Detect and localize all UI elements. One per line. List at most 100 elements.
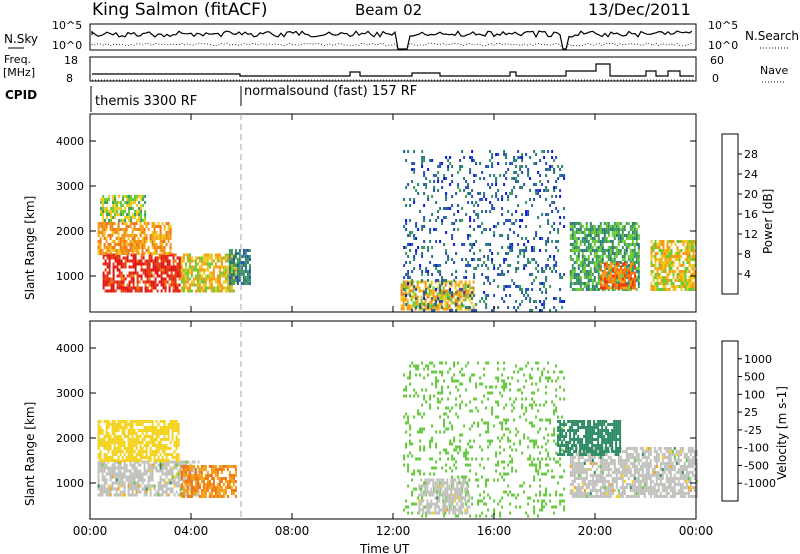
power-cell <box>589 273 592 276</box>
power-cell <box>485 297 488 300</box>
velocity-cell <box>167 481 170 485</box>
power-cell <box>652 270 655 273</box>
power-cell <box>194 262 197 266</box>
power-cell <box>136 198 139 201</box>
power-cell <box>132 207 135 210</box>
power-cell <box>475 303 478 306</box>
velocity-cell <box>445 469 448 473</box>
power-cell <box>451 180 454 183</box>
velocity-cell <box>234 486 237 489</box>
power-cell <box>157 237 160 240</box>
power-cell <box>113 228 116 231</box>
velocity-cell <box>149 472 152 476</box>
power-cell <box>196 283 199 287</box>
velocity-cell <box>143 420 146 423</box>
power-cell <box>104 219 107 222</box>
velocity-cell <box>107 484 110 488</box>
power-cell <box>664 252 667 255</box>
power-cell <box>621 240 624 243</box>
power-cell <box>178 271 181 275</box>
velocity-cell <box>179 475 182 479</box>
power-cell <box>577 267 580 270</box>
power-cell <box>487 294 490 297</box>
velocity-cell <box>117 438 120 441</box>
velocity-cell <box>192 489 195 492</box>
power-cell <box>443 291 446 294</box>
velocity-cell <box>423 412 426 416</box>
velocity-cell <box>111 450 114 453</box>
velocity-cell <box>453 373 456 377</box>
power-cell <box>202 259 205 263</box>
power-cell <box>611 243 614 246</box>
power-cell <box>569 279 572 282</box>
power-cell <box>110 210 113 213</box>
velocity-cell <box>163 466 166 470</box>
power-cell <box>563 174 566 177</box>
power-cell <box>167 222 170 225</box>
velocity-cell <box>491 412 494 416</box>
power-cell <box>658 246 661 249</box>
velocity-cell <box>535 382 538 386</box>
velocity-cell <box>131 475 134 479</box>
velocity-cell <box>169 478 172 482</box>
power-cell <box>573 270 576 273</box>
power-cell <box>153 231 156 234</box>
power-cell <box>230 268 233 272</box>
velocity-cell <box>135 484 138 488</box>
velocity-cell <box>131 444 134 447</box>
power-cell <box>246 258 249 261</box>
velocity-cell <box>519 505 522 509</box>
power-cell <box>418 286 421 290</box>
velocity-cell <box>149 490 152 494</box>
velocity-cell <box>123 475 126 479</box>
power-cell <box>587 228 590 231</box>
power-cell <box>119 252 122 255</box>
power-cell <box>127 252 130 255</box>
velocity-cell <box>127 447 130 450</box>
power-cell <box>99 225 102 228</box>
velocity-cell <box>129 463 132 467</box>
power-cell <box>204 277 207 281</box>
power-cell <box>400 283 403 287</box>
power-cell <box>438 295 441 299</box>
power-cell <box>475 240 478 243</box>
velocity-cell <box>186 480 189 483</box>
power-cell <box>617 240 620 243</box>
velocity-cell <box>133 487 136 491</box>
power-cell <box>688 288 691 291</box>
velocity-cell <box>487 430 490 434</box>
velocity-cell <box>143 456 146 459</box>
velocity-cell <box>173 475 176 479</box>
power-cell <box>102 216 105 219</box>
velocity-cell <box>180 495 183 498</box>
power-cell <box>112 280 115 284</box>
power-cell <box>216 256 219 260</box>
power-cell <box>531 246 534 249</box>
power-cell <box>128 265 131 269</box>
velocity-cell <box>503 460 506 464</box>
power-cell <box>547 219 550 222</box>
velocity-cell <box>497 478 500 482</box>
power-cell <box>419 303 422 306</box>
power-cell <box>184 274 187 278</box>
power-cell <box>441 219 444 222</box>
velocity-cell <box>186 492 189 495</box>
velocity-cell <box>113 432 116 435</box>
power-cell <box>686 267 689 270</box>
power-cell <box>541 309 544 312</box>
velocity-cell <box>151 441 154 444</box>
power-cell <box>164 286 167 290</box>
power-cell <box>100 207 103 210</box>
power-cell <box>523 249 526 252</box>
power-cell <box>617 243 620 246</box>
velocity-cell <box>111 420 114 423</box>
power-cell <box>105 225 108 228</box>
power-cell <box>615 228 618 231</box>
power-cell <box>569 270 572 273</box>
velocity-cell <box>463 424 466 428</box>
velocity-cell <box>113 463 116 467</box>
power-cell <box>658 258 661 261</box>
power-cell <box>678 273 681 276</box>
power-cell <box>662 276 665 279</box>
power-cell <box>132 286 135 290</box>
